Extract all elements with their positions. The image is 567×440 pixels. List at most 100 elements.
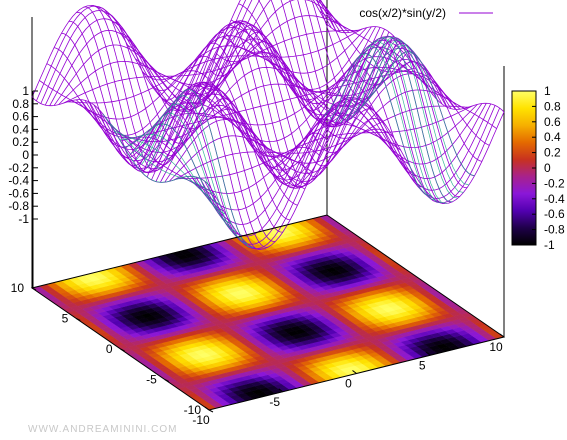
mesh-line-x — [31, 0, 328, 105]
mesh-line-y — [135, 58, 313, 173]
z-tick-label: 0 — [22, 148, 29, 162]
z-tick-label: 0.8 — [12, 97, 29, 111]
x-axis: -10 -5 0 5 10 — [192, 333, 505, 427]
y-tick-label: 0 — [106, 342, 113, 356]
watermark: WWW.ANDREAMININI.COM — [28, 424, 177, 435]
mesh-line-y — [289, 0, 446, 205]
mesh-line-y — [193, 24, 372, 178]
z-tick-label: -0.6 — [8, 186, 29, 200]
mesh-line-y — [280, 0, 438, 202]
y-tick-label: -10 — [184, 403, 202, 417]
z-tick-label: -0.2 — [8, 161, 29, 175]
base-frame — [30, 214, 506, 411]
z-tick-label: -0.8 — [8, 199, 29, 213]
x-tick-mark — [499, 333, 505, 338]
colorbox-tick-label: 0 — [544, 161, 551, 175]
z-tick-label: -0.4 — [8, 174, 29, 188]
mesh-underside-line — [124, 123, 232, 224]
mesh-line-y — [326, 23, 505, 113]
mesh-underside-line — [146, 88, 254, 248]
mesh-underside-line — [334, 40, 442, 204]
colorbox-tick-label: -0.2 — [544, 176, 565, 190]
x-tick-label: 5 — [419, 358, 426, 372]
mesh-underside-line — [130, 113, 237, 233]
colorbox-tick-label: -0.8 — [544, 223, 565, 237]
colorbox-tick-label: 0.4 — [544, 130, 561, 144]
mesh-line-y — [201, 31, 379, 167]
mesh-underside-line — [351, 36, 458, 199]
z-axis: 10.80.60.40.20-0.2-0.4-0.6-0.8-1 — [8, 84, 38, 288]
mesh-line-y — [238, 3, 416, 177]
x-tick-mark — [278, 388, 284, 393]
colorbox-tick-label: -1 — [544, 238, 555, 252]
y-tick-mark — [120, 348, 125, 352]
mesh-line-x — [204, 98, 500, 250]
mesh-line-y — [311, 0, 468, 189]
x-tick-label: 10 — [489, 340, 503, 354]
mesh-line-y — [149, 56, 328, 168]
x-tick-label: -5 — [269, 395, 280, 409]
mesh-line-y — [90, 4, 269, 248]
mesh-line-y — [304, 0, 460, 198]
x-tick-label: -10 — [192, 413, 210, 427]
mesh-line-y — [105, 13, 283, 233]
y-tick-mark — [31, 287, 37, 291]
y-tick-mark — [76, 318, 81, 321]
y-tick-label: 10 — [11, 281, 25, 295]
colorbox-tick-label: 0.2 — [544, 146, 561, 160]
mesh-line-y — [164, 31, 343, 185]
colorbox-tick-label: 0.6 — [544, 115, 561, 129]
y-tick-label: -5 — [146, 373, 157, 387]
x-tick-mark — [425, 351, 431, 356]
mesh-underside-line — [323, 53, 431, 196]
x-tick-mark — [352, 370, 357, 374]
colorbox: 10.8 0.60.4 0.20-0.2 -0.4-0.6 -0.8-1 — [511, 84, 565, 252]
mesh-line-y — [179, 20, 357, 189]
base-frame-outline — [30, 214, 506, 411]
mesh-line-x — [36, 0, 332, 111]
mesh-line-y — [186, 20, 365, 185]
y-tick-mark — [208, 409, 214, 413]
mesh-underside-line — [340, 36, 447, 204]
mesh-line-y — [319, 10, 497, 129]
x-tick-label: 0 — [345, 377, 352, 391]
colorbox-tick-label: 0.8 — [544, 99, 561, 113]
z-tick-label: 1 — [22, 84, 29, 98]
z-tick-label: -1 — [18, 212, 29, 226]
mesh-line-x — [40, 0, 337, 113]
mesh-underside-line — [141, 95, 248, 245]
mesh-line-y — [230, 19, 409, 164]
mesh-underside-line — [102, 113, 210, 186]
mesh-line-x — [102, 38, 399, 170]
mesh-line-y — [216, 52, 394, 139]
mesh-line-x — [49, 0, 346, 106]
mesh-underside-line — [345, 35, 453, 203]
mesh-underside-line — [108, 121, 215, 195]
z-tick-label: 0.6 — [12, 110, 29, 124]
mesh-line-y — [223, 36, 402, 151]
mesh-line-y — [113, 21, 291, 221]
mesh-underside-line — [368, 51, 475, 177]
pm3d-projection-map — [31, 214, 505, 411]
mesh-line-y — [157, 42, 335, 178]
surface-mesh — [31, 0, 505, 250]
mesh-underside-line — [329, 45, 436, 201]
z-tick-label: 0.4 — [12, 122, 29, 136]
mesh-line-y — [68, 20, 246, 243]
colorbox-tick-label: -0.6 — [544, 207, 565, 221]
y-tick-mark — [164, 379, 169, 382]
colorbox-tick-label: 1 — [544, 84, 551, 98]
mesh-line-y — [142, 70, 320, 157]
mesh-line-y — [98, 7, 276, 242]
mesh-line-y — [258, 0, 423, 188]
mesh-line-y — [127, 45, 306, 190]
mesh-line-y — [61, 32, 239, 235]
mesh-line-y — [315, 0, 490, 146]
colorbox-tick-label: -0.4 — [544, 192, 565, 206]
y-tick-label: 5 — [62, 312, 69, 326]
y-axis: -10 -5 0 5 10 — [11, 281, 214, 417]
mesh-line-y — [320, 0, 483, 162]
mesh-underside-line — [119, 134, 226, 215]
x-tick-mark — [204, 406, 210, 411]
